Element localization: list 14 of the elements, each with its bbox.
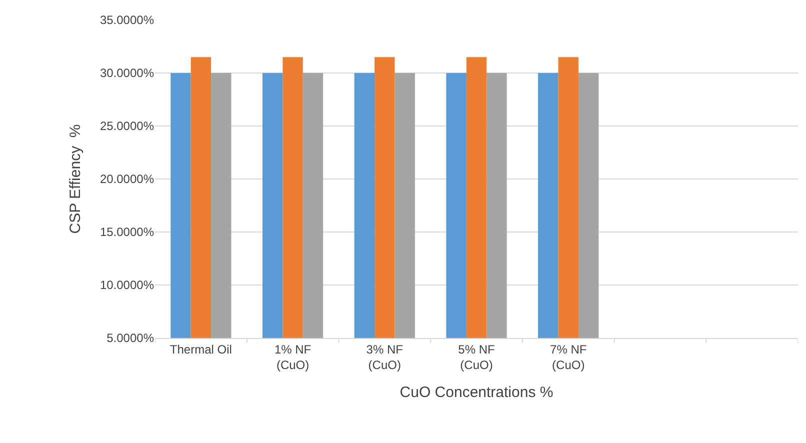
- y-tick-label: 35.0000%: [100, 13, 154, 28]
- y-axis-title: CSP Effiency %: [67, 124, 84, 234]
- x-tick-label: Thermal Oil: [170, 342, 232, 356]
- x-tick-label: 5% NF (CuO): [458, 342, 495, 372]
- y-tick-label: 30.0000%: [100, 66, 154, 80]
- x-tick-label: 1% NF (CuO): [274, 342, 312, 372]
- x-tick-label: 7% NF (CuO): [550, 342, 587, 372]
- y-tick-label: 25.0000%: [100, 119, 154, 134]
- y-tick-label: 20.0000%: [100, 172, 154, 186]
- y-tick-label: 15.0000%: [100, 225, 154, 240]
- y-tick-label: 10.0000%: [100, 278, 154, 292]
- x-tick-label: 3% NF (CuO): [366, 342, 403, 372]
- y-tick-label: 5.0000%: [106, 331, 154, 346]
- x-axis-title: CuO Concentrations %: [400, 384, 554, 401]
